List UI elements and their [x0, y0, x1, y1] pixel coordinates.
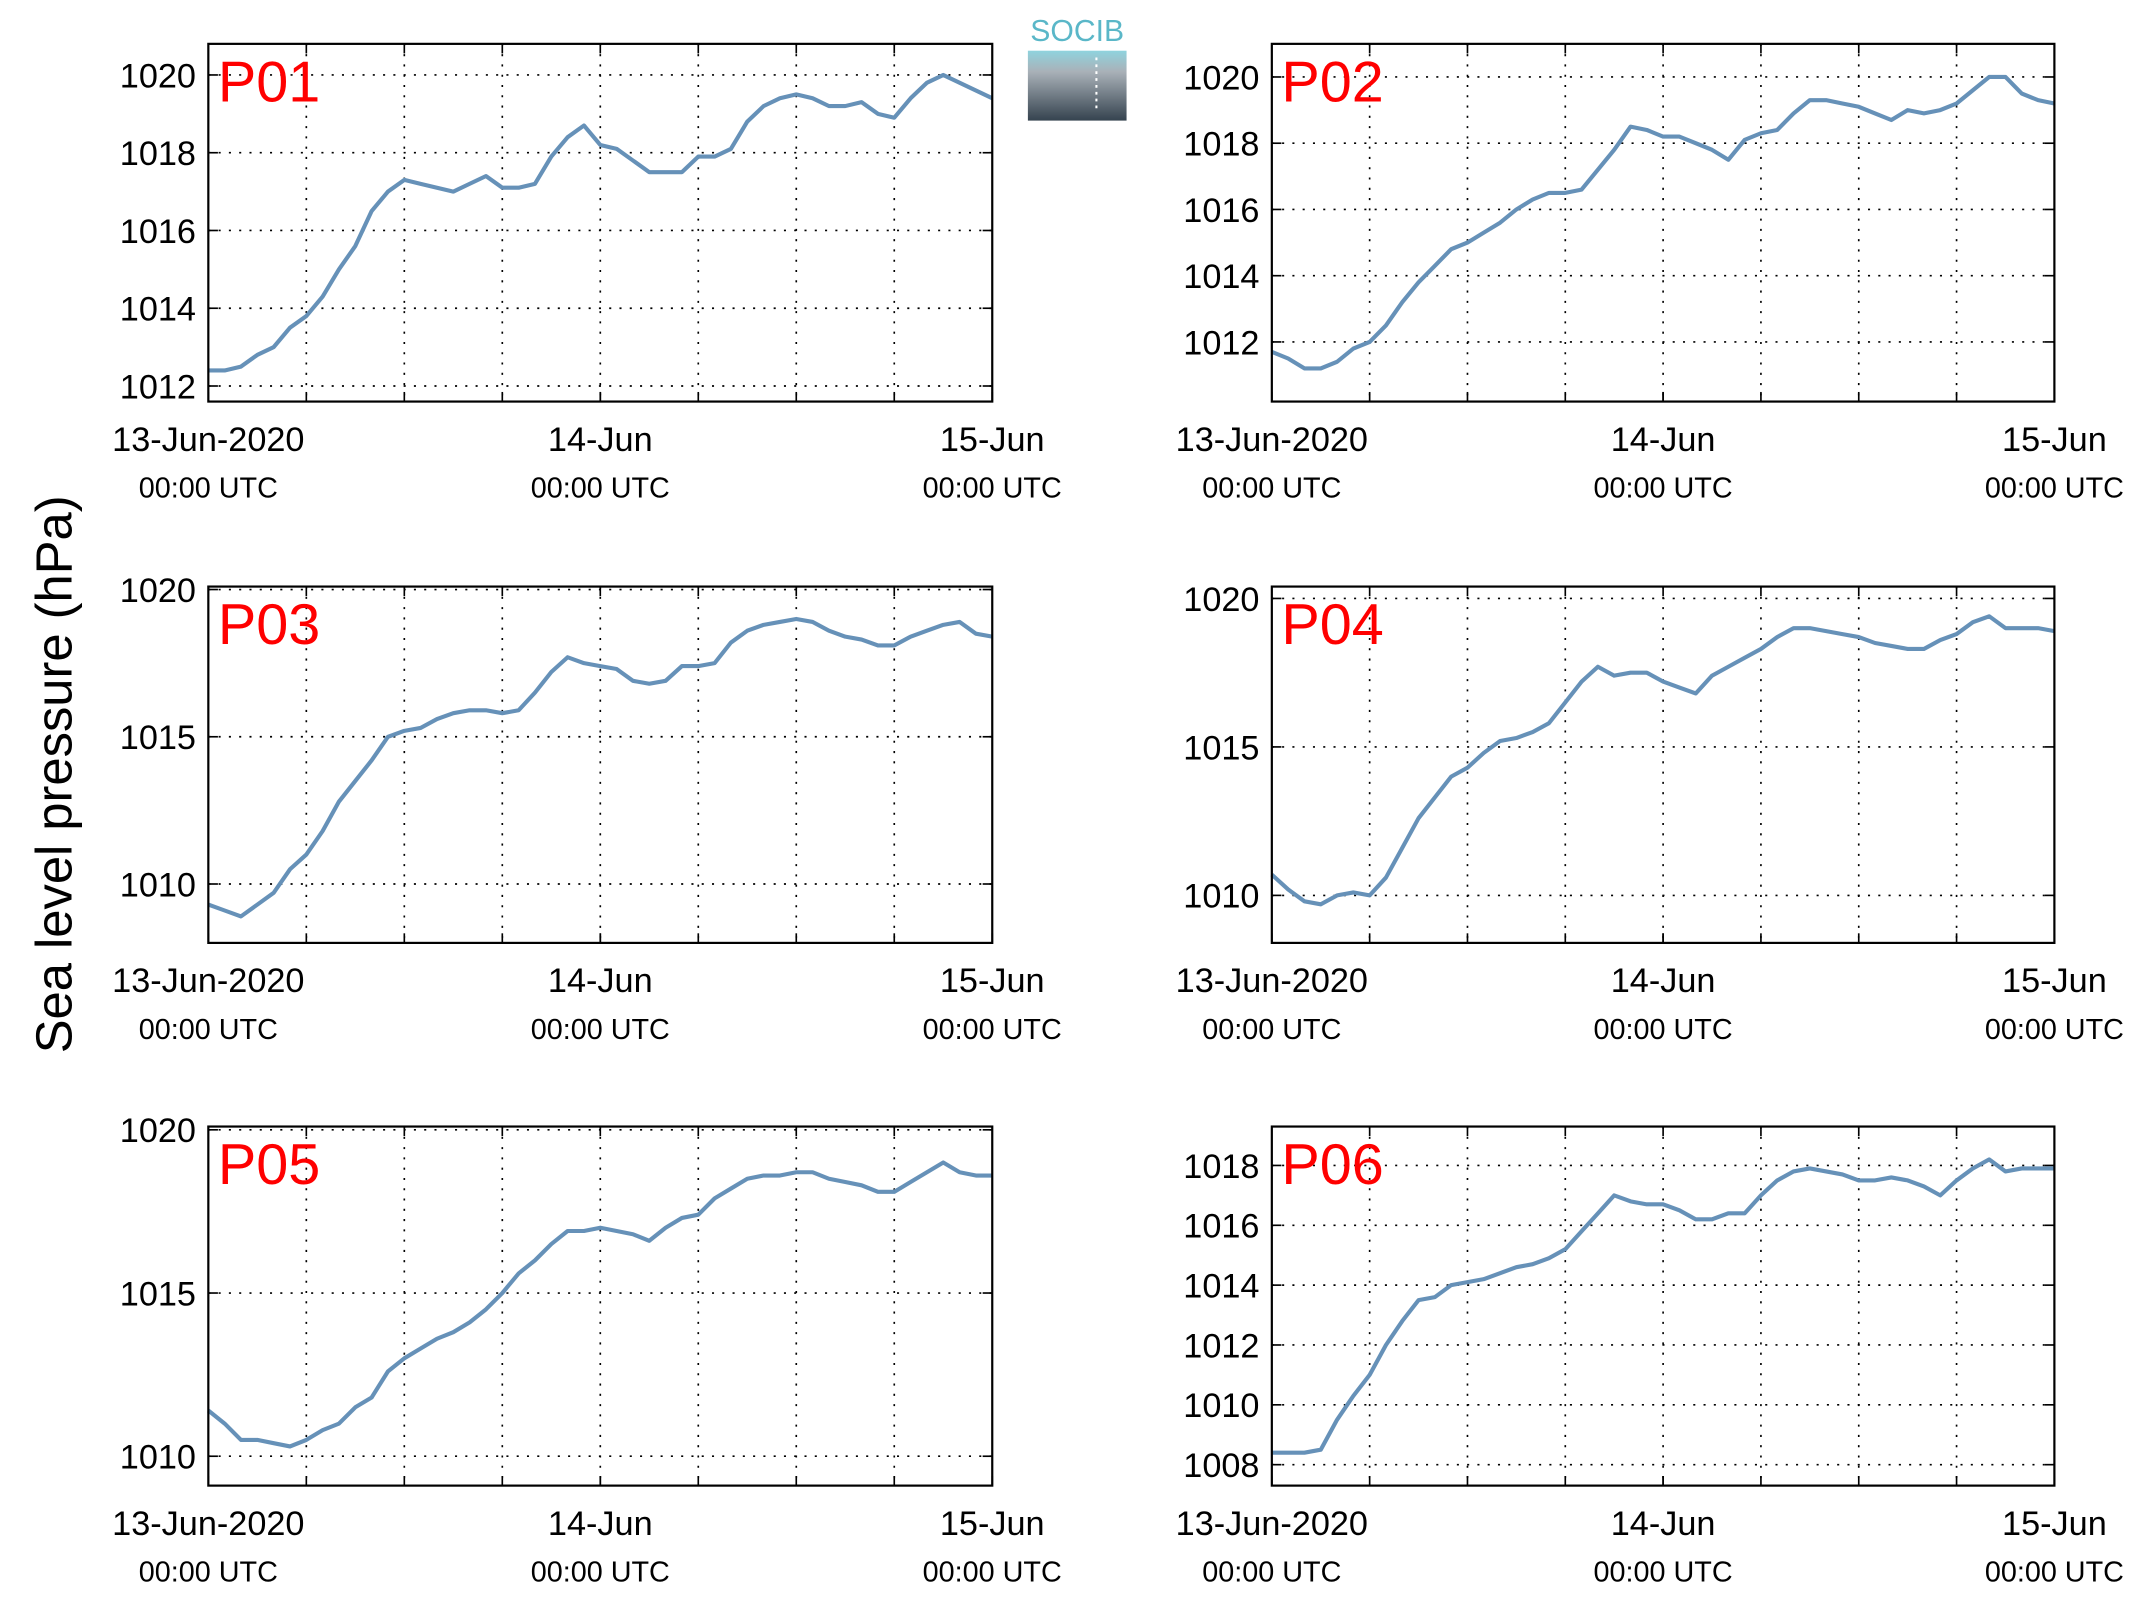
- y-tick-label: 1020: [120, 1112, 196, 1150]
- x-tick-sublabel: 00:00 UTC: [139, 1557, 278, 1589]
- y-tick-label: 1020: [1183, 59, 1259, 97]
- panel-title: P01: [218, 50, 320, 114]
- x-tick-sublabel: 00:00 UTC: [531, 1014, 670, 1046]
- plot-frame: [207, 42, 994, 403]
- data-line: [207, 1160, 993, 1449]
- x-tick-label: 14-Jun: [1611, 962, 1716, 1000]
- x-tick-sublabel: 00:00 UTC: [1202, 1557, 1341, 1589]
- x-tick-label: 14-Jun: [548, 1505, 653, 1543]
- y-tick-label: 1016: [120, 213, 196, 251]
- subplot: 13-Jun-2020 00:00 UTC 14-Jun 00:00 UTC 15-Ju…: [1176, 1125, 2124, 1589]
- x-tick-label: 14-Jun: [1611, 1505, 1716, 1543]
- x-tick-sublabel: 00:00 UTC: [1594, 1014, 1733, 1046]
- logo: SOCIB: [1027, 15, 1127, 121]
- y-tick-label: 1008: [1183, 1447, 1259, 1485]
- y-tick-label: 1014: [1183, 1267, 1259, 1305]
- y-tick-label: 1010: [1183, 1387, 1259, 1425]
- x-tick-label: 15-Jun: [940, 1505, 1045, 1543]
- x-tick-label: 15-Jun: [940, 421, 1045, 459]
- x-tick-label: 15-Jun: [2002, 421, 2107, 459]
- x-tick-label: 13-Jun-2020: [1176, 962, 1368, 1000]
- x-tick-sublabel: 00:00 UTC: [1985, 1557, 2124, 1589]
- y-tick-label: 1015: [120, 719, 196, 757]
- subplot: 13-Jun-2020 00:00 UTC 14-Jun 00:00 UTC 15-Ju…: [112, 572, 1062, 1046]
- subplot: 13-Jun-2020 00:00 UTC 14-Jun 00:00 UTC 15-Ju…: [112, 42, 1062, 504]
- data-line: [207, 616, 993, 919]
- x-tick-sublabel: 00:00 UTC: [139, 1014, 278, 1046]
- panel-title: P06: [1281, 1133, 1383, 1197]
- x-tick-sublabel: 00:00 UTC: [1985, 1014, 2124, 1046]
- y-tick-label: 1018: [1183, 126, 1259, 164]
- x-tick-label: 13-Jun-2020: [1176, 421, 1368, 459]
- y-tick-label: 1015: [120, 1275, 196, 1313]
- y-tick-label: 1018: [120, 135, 196, 173]
- panel-title: P02: [1281, 50, 1383, 114]
- x-tick-sublabel: 00:00 UTC: [531, 472, 670, 504]
- y-tick-label: 1016: [1183, 192, 1259, 230]
- x-tick-sublabel: 00:00 UTC: [1202, 472, 1341, 504]
- y-tick-label: 1020: [120, 57, 196, 95]
- panel-title: P05: [218, 1133, 320, 1197]
- x-tick-label: 14-Jun: [1611, 421, 1716, 459]
- logo-block: [1027, 50, 1127, 121]
- y-tick-label: 1014: [1183, 258, 1259, 296]
- subplot: 13-Jun-2020 00:00 UTC 14-Jun 00:00 UTC 15-Ju…: [1176, 42, 2124, 504]
- y-tick-label: 1018: [1183, 1148, 1259, 1186]
- x-tick-sublabel: 00:00 UTC: [1594, 472, 1733, 504]
- x-tick-sublabel: 00:00 UTC: [923, 1557, 1062, 1589]
- x-tick-label: 14-Jun: [548, 962, 653, 1000]
- y-tick-label: 1015: [1183, 729, 1259, 767]
- y-tick-label: 1012: [1183, 1327, 1259, 1365]
- x-tick-sublabel: 00:00 UTC: [923, 1014, 1062, 1046]
- y-tick-label: 1010: [1183, 878, 1259, 916]
- y-tick-label: 1020: [1183, 581, 1259, 619]
- subplot: 13-Jun-2020 00:00 UTC 14-Jun 00:00 UTC 15-Ju…: [112, 1112, 1062, 1588]
- x-tick-sublabel: 00:00 UTC: [1985, 472, 2124, 504]
- y-axis-label: Sea level pressure (hPa): [25, 495, 82, 1053]
- x-tick-label: 13-Jun-2020: [112, 962, 304, 1000]
- y-tick-label: 1016: [1183, 1208, 1259, 1246]
- panel-title: P03: [218, 593, 320, 657]
- data-line: [1271, 1157, 2055, 1455]
- plot-frame: [1270, 42, 2056, 403]
- x-tick-sublabel: 00:00 UTC: [531, 1557, 670, 1589]
- x-tick-label: 13-Jun-2020: [112, 421, 304, 459]
- x-tick-label: 13-Jun-2020: [112, 1505, 304, 1543]
- y-tick-label: 1010: [120, 1439, 196, 1477]
- y-tick-label: 1012: [1183, 324, 1259, 362]
- plot-frame: [207, 585, 994, 944]
- panel-title: P04: [1281, 593, 1383, 657]
- y-tick-label: 1020: [120, 572, 196, 610]
- plot-frame: [1270, 585, 2056, 944]
- y-tick-label: 1012: [120, 368, 196, 406]
- x-tick-label: 15-Jun: [2002, 1505, 2107, 1543]
- y-tick-label: 1014: [120, 291, 196, 329]
- data-line: [1270, 614, 2055, 907]
- subplot: 13-Jun-2020 00:00 UTC 14-Jun 00:00 UTC 15-Ju…: [1176, 581, 2124, 1046]
- y-tick-label: 1010: [120, 866, 196, 904]
- x-tick-label: 13-Jun-2020: [1176, 1505, 1368, 1543]
- data-line: [208, 72, 994, 373]
- data-line: [1271, 74, 2055, 371]
- x-tick-sublabel: 00:00 UTC: [139, 472, 278, 504]
- plot-frame: [207, 1125, 994, 1487]
- logo-text: SOCIB: [1030, 15, 1124, 48]
- x-tick-sublabel: 00:00 UTC: [1594, 1557, 1733, 1589]
- x-tick-label: 15-Jun: [2002, 962, 2107, 1000]
- x-tick-label: 14-Jun: [548, 421, 653, 459]
- x-tick-label: 15-Jun: [940, 962, 1045, 1000]
- plot-frame: [1270, 1125, 2056, 1487]
- x-tick-sublabel: 00:00 UTC: [1202, 1014, 1341, 1046]
- x-tick-sublabel: 00:00 UTC: [923, 472, 1062, 504]
